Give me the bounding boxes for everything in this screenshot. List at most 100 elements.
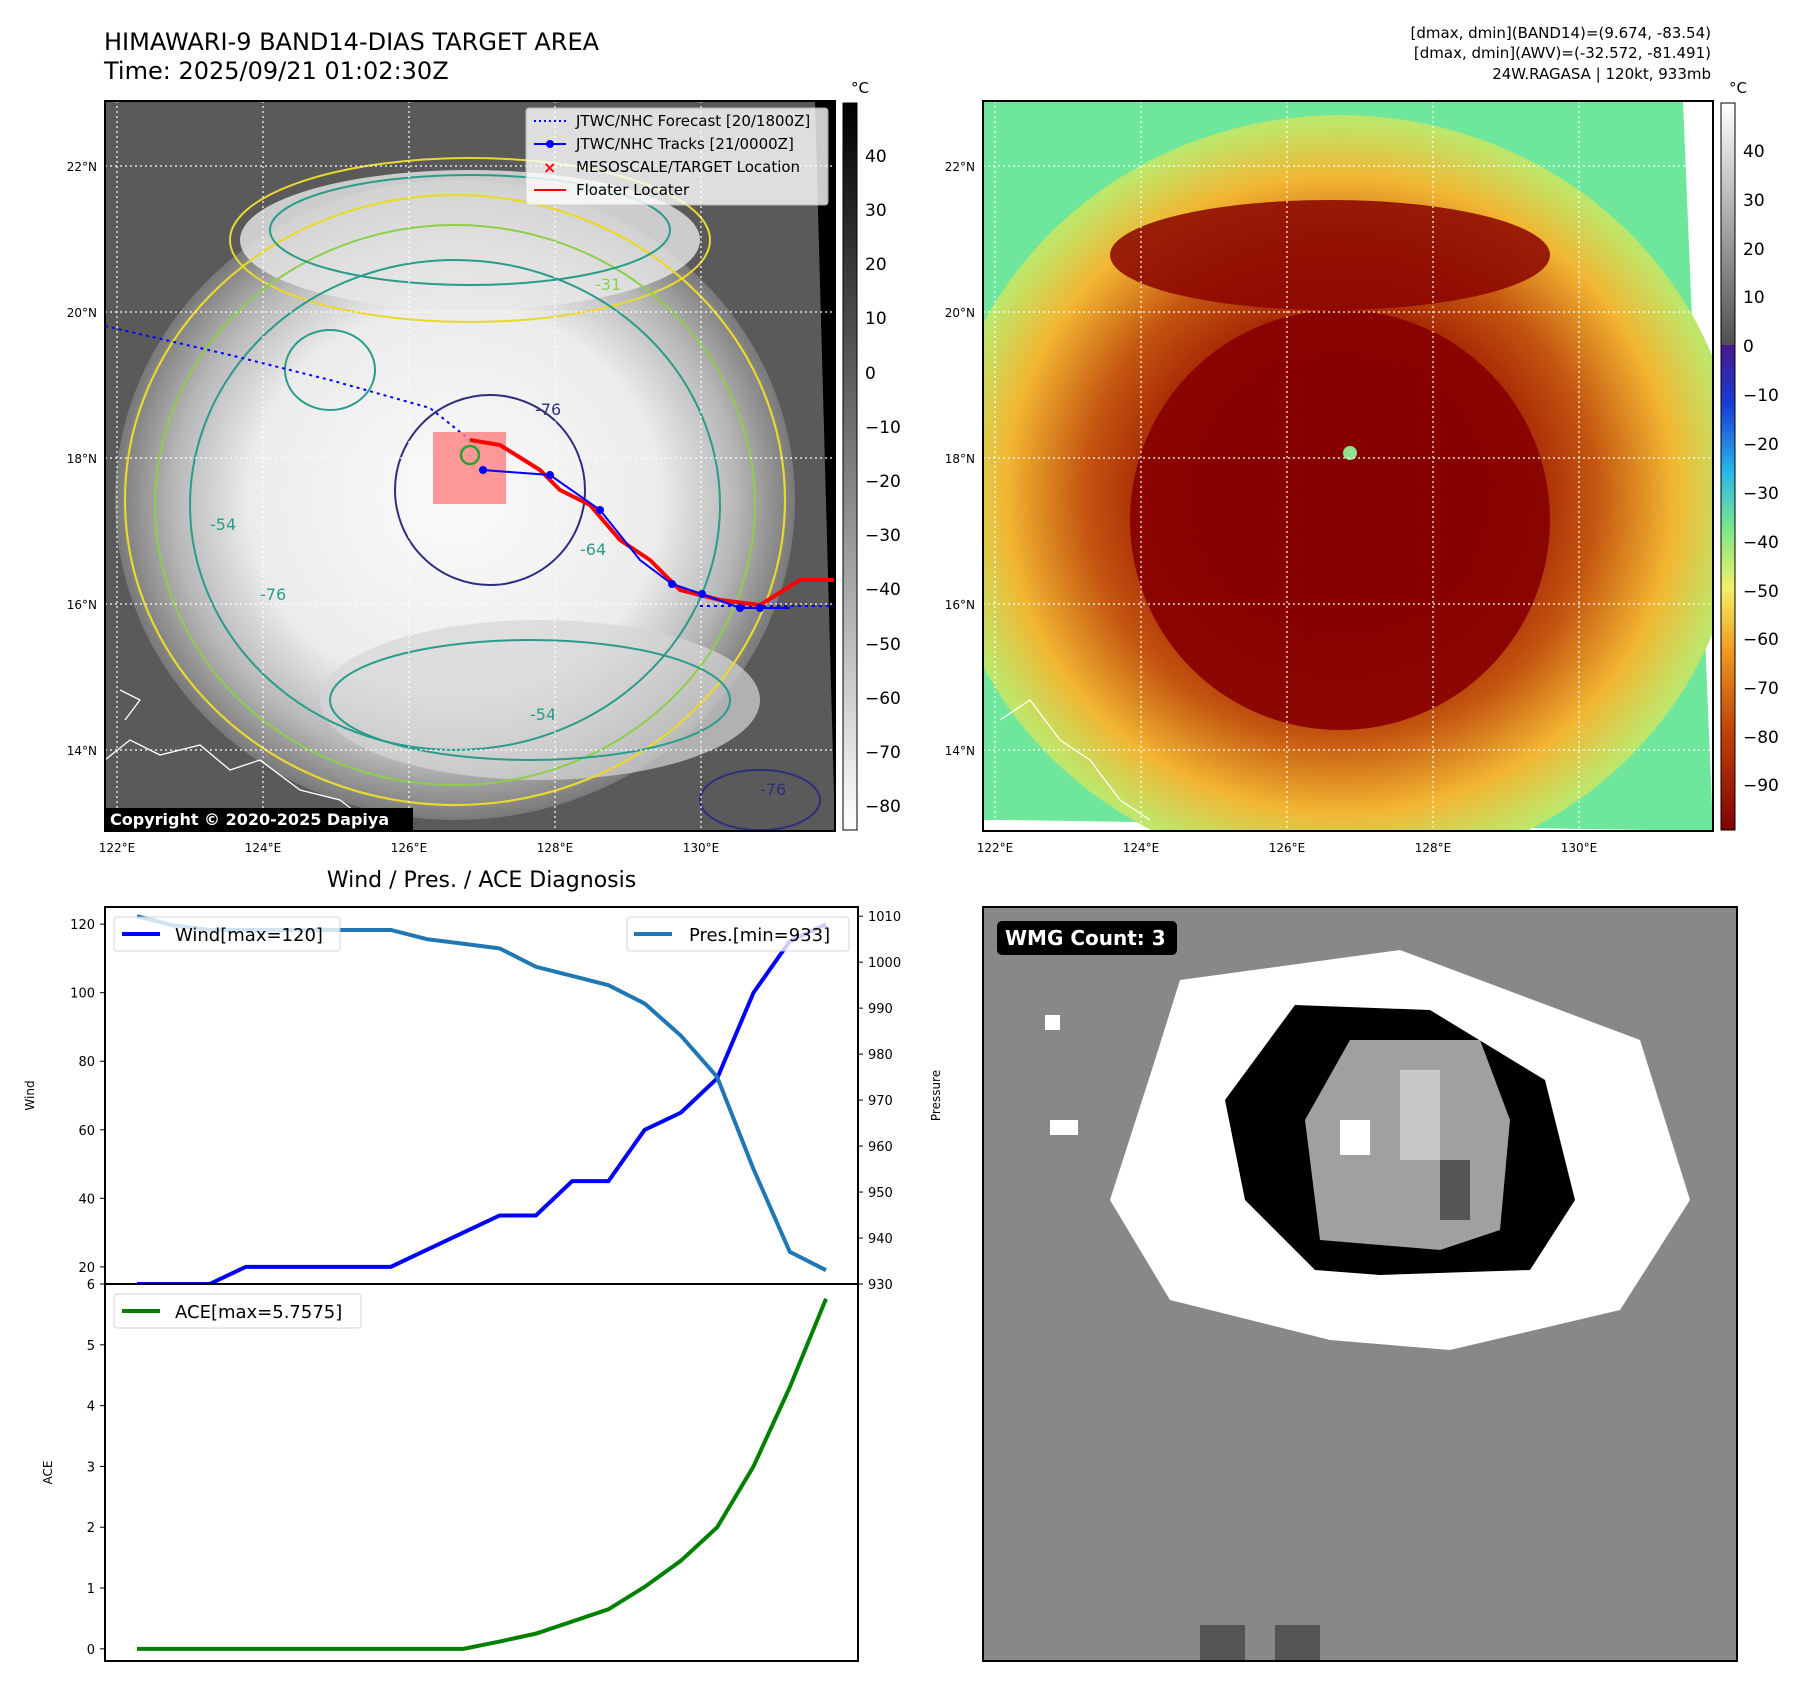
legend-box: [525, 107, 829, 206]
contour-label: -54: [210, 515, 236, 534]
lat-label: 20°N: [67, 306, 97, 320]
ir-legend: JTWC/NHC Forecast [20/1800Z] JTWC/NHC Tr…: [525, 107, 829, 206]
y-tick-label: 5: [87, 1339, 95, 1354]
y-tick-label: 120: [70, 918, 95, 933]
lat-label: 18°N: [945, 452, 975, 466]
y-tick-label: 0: [87, 1643, 95, 1658]
y-axis-label: Wind: [23, 1080, 37, 1110]
wmg-eye-center: [1340, 1120, 1370, 1155]
awv-core: [1130, 310, 1550, 730]
wmg-eye-patch: [1440, 1160, 1470, 1220]
cb-tick: −80: [1743, 728, 1779, 748]
y-right-tick-label: 930: [868, 1278, 893, 1293]
lon-label: 122°E: [977, 841, 1014, 855]
cb-tick: 10: [865, 309, 887, 329]
y-right-tick-label: 990: [868, 1002, 893, 1017]
ir-no-data-wedge: [815, 101, 835, 831]
y-tick-label: 4: [87, 1400, 95, 1415]
storm-eye-marker: [459, 444, 481, 466]
ace-series-line: [137, 1297, 828, 1651]
cb-tick: −30: [1743, 484, 1779, 504]
wmg-eye-patch: [1400, 1070, 1440, 1160]
awv-lon-labels: 122°E 124°E 126°E 128°E 130°E: [977, 841, 1598, 855]
wmg-count-badge: WMG Count: 3: [1005, 926, 1166, 950]
cb-tick: 40: [1743, 142, 1765, 162]
cb-tick: 0: [1743, 337, 1754, 357]
wind-legend-label: Wind[max=120]: [175, 925, 323, 946]
y-right-tick-label: 1010: [868, 910, 901, 925]
cb-tick: 40: [865, 147, 887, 167]
lat-label: 16°N: [945, 598, 975, 612]
cb-tick: 30: [1743, 191, 1765, 211]
cb-tick: −80: [865, 797, 901, 817]
y-right-tick-label: 960: [868, 1140, 893, 1155]
awv-map-panel: 22°N 20°N 18°N 16°N 14°N 122°E 124°E 126…: [945, 79, 1779, 855]
ir-frame: [104, 100, 836, 832]
wmg-panel: WMG Count: 3: [982, 906, 1738, 1662]
lon-label: 126°E: [391, 841, 428, 855]
lat-label: 16°N: [67, 598, 97, 612]
y-tick-label: 3: [87, 1460, 95, 1475]
contour-label: -76: [260, 585, 286, 604]
ace-plot-area: [104, 1283, 859, 1662]
cb-tick: −50: [865, 635, 901, 655]
ir-outer-band-south: [320, 620, 760, 780]
lon-label: 130°E: [683, 841, 720, 855]
lon-label: 124°E: [1123, 841, 1160, 855]
y-axis-label: ACE: [41, 1461, 55, 1485]
wind-series-line: [137, 922, 827, 1286]
awv-frame: [982, 100, 1714, 832]
contour-label: -64: [580, 540, 606, 559]
ir-lon-labels: 122°E 124°E 126°E 128°E 130°E: [99, 841, 720, 855]
wmg-badge-bg: [997, 921, 1177, 955]
contour-yellow: [123, 193, 787, 807]
cb-tick: 20: [865, 255, 887, 275]
wind-legend-box: [113, 916, 341, 952]
lat-label: 22°N: [945, 160, 975, 174]
cb-tick: −70: [1743, 679, 1779, 699]
contour-teal-south: [329, 639, 731, 761]
lon-label: 128°E: [1415, 841, 1452, 855]
cb-tick: 20: [1743, 240, 1765, 260]
legend-forecast: JTWC/NHC Forecast [20/1800Z]: [575, 112, 810, 130]
cb-tick: −30: [865, 526, 901, 546]
y-tick-label: 40: [78, 1192, 95, 1207]
y-right-tick-label: 980: [868, 1048, 893, 1063]
floater-locater: [469, 438, 835, 608]
ir-gridlines: [105, 101, 835, 831]
y-right-tick-label: 1000: [868, 956, 901, 971]
cb-tick: −90: [1743, 776, 1779, 796]
pressure-legend-box: [626, 916, 850, 952]
coastline: [105, 739, 381, 831]
cb-tick: 0: [865, 364, 876, 384]
lat-label: 14°N: [945, 744, 975, 758]
y-tick-label: 100: [70, 987, 95, 1002]
wmg-speck: [1045, 1015, 1060, 1030]
awv-colorbar-top: [1721, 103, 1735, 345]
lon-label: 122°E: [99, 841, 136, 855]
y-right-axis-label: Pressure: [929, 1070, 943, 1121]
legend-track: JTWC/NHC Tracks [21/0000Z]: [575, 135, 794, 153]
awv-colorbar-unit: °C: [1729, 79, 1747, 97]
lat-label: 18°N: [67, 452, 97, 466]
awv-lat-labels: 22°N 20°N 18°N 16°N 14°N: [945, 160, 975, 758]
timestamp: Time: 2025/09/21 01:02:30Z: [103, 57, 449, 85]
diagnosis-charts: Wind / Pres. / ACE Diagnosis204060801001…: [23, 868, 943, 1662]
jtwc-track-points: [479, 466, 764, 612]
awv-north-band: [1110, 200, 1550, 310]
lon-label: 128°E: [537, 841, 574, 855]
cb-tick: −60: [1743, 630, 1779, 650]
y-tick-label: 2: [87, 1521, 95, 1536]
contour-green: [154, 224, 756, 786]
legend-floater: Floater Locater: [576, 181, 690, 199]
cb-tick: −50: [1743, 582, 1779, 602]
ace-legend-label: ACE[max=5.7575]: [175, 1302, 342, 1323]
y-tick-label: 80: [78, 1055, 95, 1070]
legend-target: MESOSCALE/TARGET Location: [576, 158, 800, 176]
y-right-tick-label: 970: [868, 1094, 893, 1109]
cb-tick: −60: [865, 689, 901, 709]
cb-tick: −20: [1743, 435, 1779, 455]
cb-tick: −20: [865, 472, 901, 492]
copyright-bg: [105, 808, 413, 831]
wmg-speck: [1050, 1120, 1078, 1135]
